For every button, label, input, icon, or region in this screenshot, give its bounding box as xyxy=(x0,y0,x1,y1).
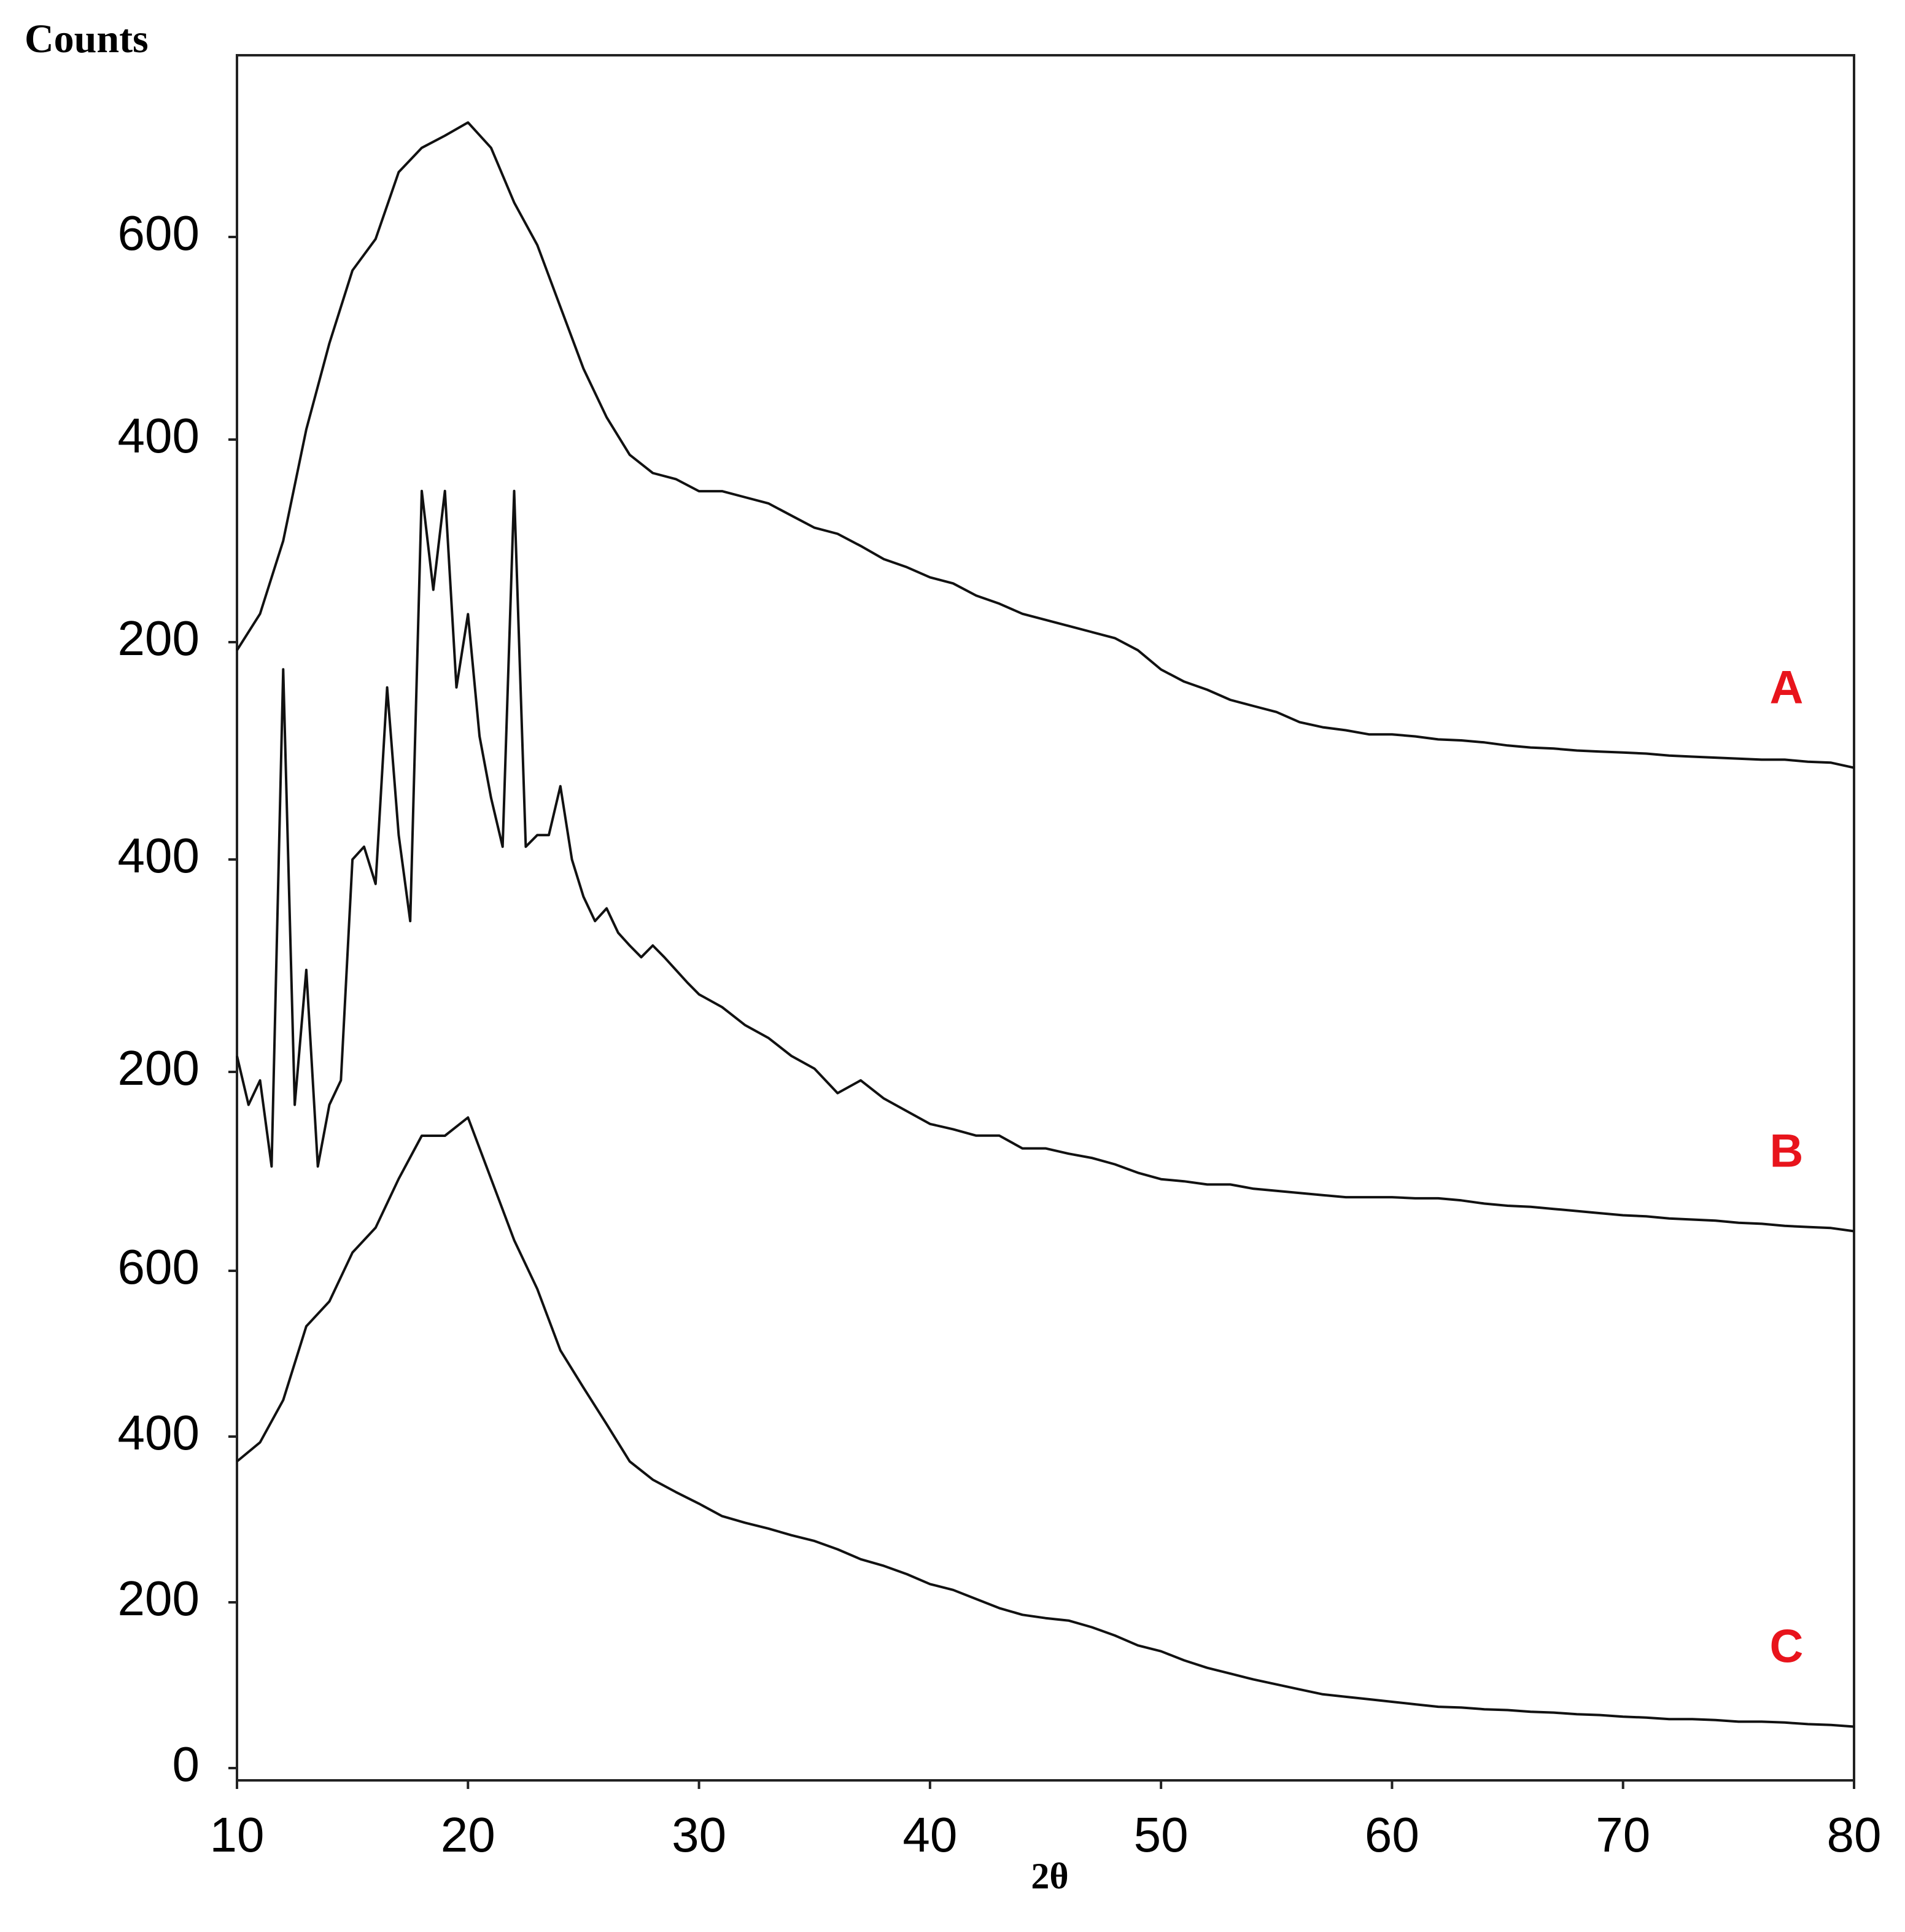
x-tick-label: 20 xyxy=(441,1807,495,1862)
y-tick-label: 0 xyxy=(173,1737,200,1791)
y-tick-label: 400 xyxy=(118,828,200,883)
series-label: A xyxy=(1770,662,1804,714)
y-tick-label: 600 xyxy=(118,1240,200,1294)
plot-frame xyxy=(236,54,1855,1782)
y-tick-label: 600 xyxy=(118,206,200,260)
y-tick-label: 200 xyxy=(118,611,200,665)
data-line xyxy=(236,1116,1855,1728)
x-tick-label: 30 xyxy=(672,1807,726,1862)
series-label: B xyxy=(1770,1125,1804,1177)
data-line xyxy=(236,121,1855,769)
y-axis-title: Counts xyxy=(25,17,149,61)
y-tick-label: 200 xyxy=(118,1571,200,1626)
data-line xyxy=(236,489,1855,1233)
y-tick-label: 400 xyxy=(118,408,200,463)
x-tick-label: 40 xyxy=(902,1807,957,1862)
x-tick-label: 60 xyxy=(1365,1807,1419,1862)
x-tick-label: 10 xyxy=(210,1807,265,1862)
x-tick-label: 80 xyxy=(1827,1807,1882,1862)
x-tick-label: 70 xyxy=(1596,1807,1650,1862)
series-label: C xyxy=(1770,1621,1804,1673)
y-tick-label: 400 xyxy=(118,1405,200,1460)
x-tick-label: 50 xyxy=(1134,1807,1189,1862)
y-tick-label: 200 xyxy=(118,1041,200,1095)
x-axis-title: 2θ xyxy=(1031,1856,1068,1896)
